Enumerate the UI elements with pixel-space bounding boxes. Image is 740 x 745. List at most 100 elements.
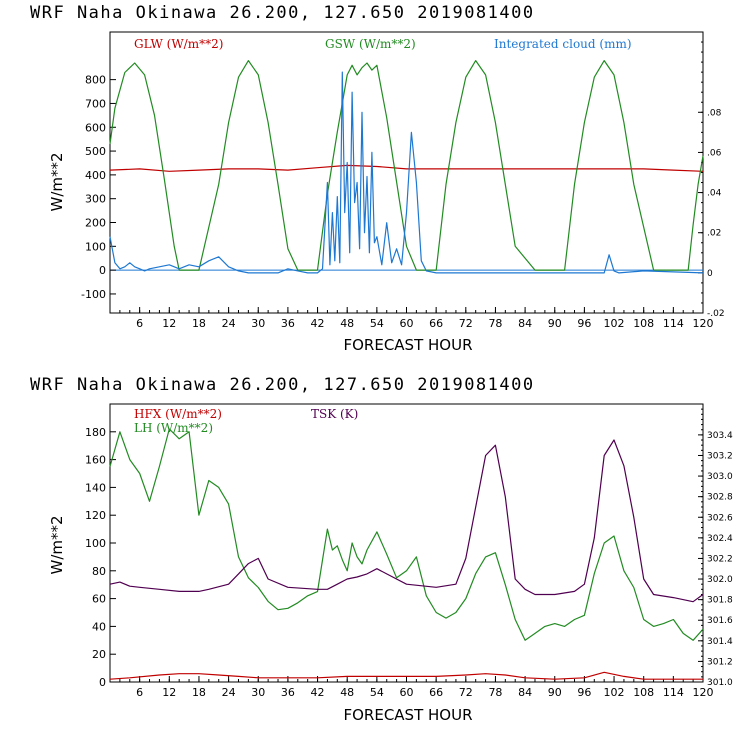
y-axis-ticks: 0 20 40 60 80 100 120 140 160 180 xyxy=(85,426,116,689)
series-line-tsk xyxy=(109,439,704,603)
y-axis-label: W/m**2 xyxy=(48,515,66,574)
x-tick-label: 18 xyxy=(192,686,206,699)
series-group xyxy=(109,59,704,274)
y2-axis-ticks: -.02 0 .02 .04 .06 .08 xyxy=(698,31,725,319)
y2-tick-label: 0 xyxy=(707,269,713,279)
panel-header: WRF Naha Okinawa 26.200, 127.650 2019081… xyxy=(30,375,535,395)
y-tick-label: 160 xyxy=(85,454,106,467)
series-group xyxy=(109,428,704,680)
y2-tick-label: -.02 xyxy=(707,309,725,319)
y2-tick-label: .04 xyxy=(707,189,722,199)
y-tick-label: 60 xyxy=(92,593,106,606)
x-tick-label: 96 xyxy=(577,686,591,699)
x-tick-label: 90 xyxy=(548,317,562,330)
x-tick-label: 120 xyxy=(693,317,714,330)
x-tick-label: 54 xyxy=(370,317,384,330)
legend-hfx: HFX (W/m**2) xyxy=(134,407,222,421)
y-tick-label: 500 xyxy=(85,145,106,158)
x-tick-label: 48 xyxy=(340,317,354,330)
x-tick-label: 42 xyxy=(311,686,325,699)
x-tick-label: 78 xyxy=(488,686,502,699)
y-tick-label: 100 xyxy=(85,537,106,550)
y-tick-label: 120 xyxy=(85,509,106,522)
x-tick-label: 66 xyxy=(429,686,443,699)
x-tick-label: 30 xyxy=(251,317,265,330)
x-tick-label: 102 xyxy=(604,317,625,330)
x-tick-label: 66 xyxy=(429,317,443,330)
x-tick-label: 54 xyxy=(370,686,384,699)
legend-lh: LH (W/m**2) xyxy=(134,421,213,435)
x-tick-label: 108 xyxy=(633,317,654,330)
x-tick-label: 84 xyxy=(518,317,532,330)
plot-frame xyxy=(109,403,704,683)
x-tick-label: 90 xyxy=(548,686,562,699)
y-tick-label: 140 xyxy=(85,481,106,494)
x-axis-label: FORECAST HOUR xyxy=(343,706,472,724)
x-tick-label: 96 xyxy=(577,317,591,330)
x-tick-label: 60 xyxy=(400,686,414,699)
x-tick-label: 18 xyxy=(192,317,206,330)
x-tick-label: 78 xyxy=(488,317,502,330)
y2-tick-label: 302.8 xyxy=(707,493,733,503)
y2-tick-label: .08 xyxy=(707,108,722,118)
x-tick-label: 114 xyxy=(663,317,684,330)
y2-tick-label: 303.0 xyxy=(707,472,733,482)
y-tick-label: 180 xyxy=(85,426,106,439)
x-tick-label: 12 xyxy=(162,317,176,330)
legend-gsw: GSW (W/m**2) xyxy=(325,37,416,51)
x-tick-label: 114 xyxy=(663,686,684,699)
x-axis-ticks: 6 12 18 24 30 36 42 48 54 60 66 72 78 84 90 96 102 108 114… xyxy=(109,676,714,699)
y2-tick-label: .02 xyxy=(707,229,721,239)
y-tick-label: 0 xyxy=(99,264,106,277)
x-tick-label: 24 xyxy=(222,686,236,699)
y2-tick-label: 301.4 xyxy=(707,637,733,647)
y-tick-label: 20 xyxy=(92,648,106,661)
x-tick-label: 72 xyxy=(459,686,473,699)
y2-tick-label: 301.6 xyxy=(707,616,733,626)
y-tick-label: 600 xyxy=(85,121,106,134)
y2-tick-label: 302.4 xyxy=(707,534,733,544)
y2-tick-label: 302.2 xyxy=(707,554,733,564)
series-line-hfx xyxy=(109,671,703,680)
x-tick-label: 12 xyxy=(162,686,176,699)
legend-cloud: Integrated cloud (mm) xyxy=(494,37,632,51)
y-tick-label: -100 xyxy=(81,288,106,301)
y2-tick-label: 301.8 xyxy=(707,596,733,606)
y-tick-label: 0 xyxy=(99,676,106,689)
legend-tsk: TSK (K) xyxy=(311,407,358,421)
x-tick-label: 42 xyxy=(311,317,325,330)
y-tick-label: 40 xyxy=(92,620,106,633)
series-line-cloud xyxy=(109,71,704,274)
x-axis-ticks: 6 12 18 24 30 36 42 48 54 60 66 72 78 84 90 96 102 108 114… xyxy=(109,307,714,330)
x-tick-label: 102 xyxy=(604,686,625,699)
y-tick-label: 300 xyxy=(85,193,106,206)
x-tick-label: 48 xyxy=(340,686,354,699)
x-tick-label: 120 xyxy=(693,686,714,699)
y-tick-label: 100 xyxy=(85,240,106,253)
y2-tick-label: .06 xyxy=(707,148,722,158)
x-axis-label: FORECAST HOUR xyxy=(343,336,472,354)
y2-tick-label: 301.2 xyxy=(707,657,733,667)
series-line-glw xyxy=(109,164,704,172)
y2-axis-ticks: 301.0 301.2 301.4 301.6 301.8 302.0 302.2 302.4… xyxy=(698,403,733,688)
x-tick-label: 108 xyxy=(633,686,654,699)
x-tick-label: 72 xyxy=(459,317,473,330)
x-tick-label: 60 xyxy=(400,317,414,330)
y2-tick-label: 303.4 xyxy=(707,431,733,441)
x-tick-label: 24 xyxy=(222,317,236,330)
panel-radiation: WRF Naha Okinawa 26.200, 127.650 2019081… xyxy=(30,3,725,354)
y2-tick-label: 302.6 xyxy=(707,513,733,523)
y2-tick-label: 301.0 xyxy=(707,678,733,688)
x-tick-label: 6 xyxy=(136,686,143,699)
series-line-gsw xyxy=(109,59,704,271)
y2-tick-label: 302.0 xyxy=(707,575,733,585)
x-tick-label: 36 xyxy=(281,686,295,699)
x-tick-label: 30 xyxy=(251,686,265,699)
y-axis-ticks: -100 0 100 200 300 400 500 600 700 800 xyxy=(81,74,116,301)
y-tick-label: 700 xyxy=(85,97,106,110)
y-tick-label: 400 xyxy=(85,169,106,182)
x-tick-label: 84 xyxy=(518,686,532,699)
y-tick-label: 80 xyxy=(92,565,106,578)
